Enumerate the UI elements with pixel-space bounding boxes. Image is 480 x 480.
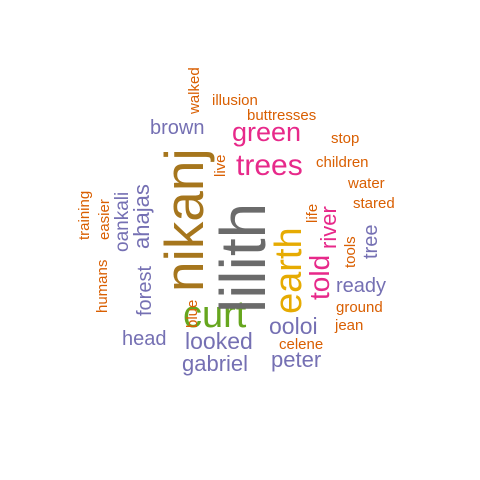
word-trees: trees	[236, 149, 303, 182]
word-ooloi: ooloi	[269, 313, 318, 339]
word-head: head	[122, 328, 167, 350]
word-peter: peter	[271, 347, 322, 372]
word-water: water	[348, 175, 385, 192]
word-forest: forest	[134, 265, 156, 316]
word-nikanj: nikanj	[153, 148, 215, 292]
word-easier: easier	[96, 199, 113, 240]
word-looked: looked	[185, 328, 253, 354]
word-live: live	[212, 154, 229, 177]
word-ground: ground	[336, 299, 383, 316]
word-ready: ready	[336, 275, 387, 297]
word-children: children	[316, 154, 369, 171]
word-tree: tree	[360, 224, 382, 259]
word-stop: stop	[331, 130, 360, 147]
word-lilith: lilith	[207, 202, 279, 313]
word-oankali: oankali	[112, 191, 133, 252]
word-told: told	[304, 254, 335, 300]
word-blue: blue	[184, 299, 201, 328]
word-curt: curt	[183, 294, 247, 336]
word-walked: walked	[186, 67, 203, 114]
word-life: life	[304, 203, 321, 223]
word-jean: jean	[335, 317, 364, 334]
word-buttresses: buttresses	[247, 107, 317, 124]
word-illusion: illusion	[212, 92, 258, 109]
word-gabriel: gabriel	[182, 351, 249, 376]
word-green: green	[232, 117, 302, 147]
word-earth: earth	[268, 227, 310, 314]
word-ahajas: ahajas	[129, 184, 154, 249]
word-training: training	[76, 190, 93, 240]
word-celene: celene	[279, 336, 324, 353]
word-humans: humans	[94, 259, 111, 313]
word-brown: brown	[150, 117, 205, 139]
word-river: river	[316, 206, 341, 249]
word-tools: tools	[342, 236, 359, 268]
word-stared: stared	[353, 195, 395, 212]
